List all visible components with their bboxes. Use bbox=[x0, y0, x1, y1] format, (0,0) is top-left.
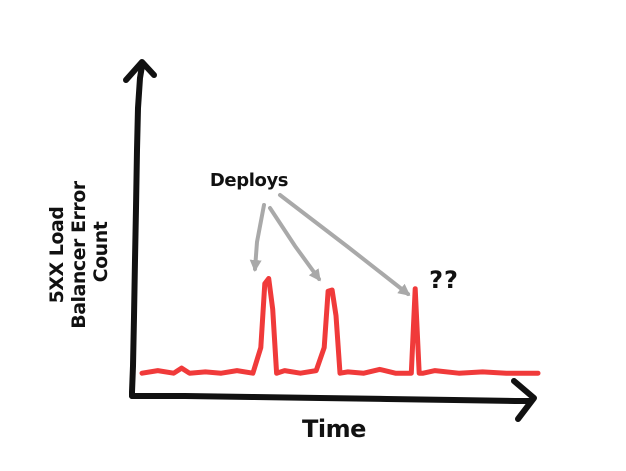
data-point bbox=[505, 372, 507, 374]
x-axis bbox=[129, 393, 533, 404]
annotations-layer: Deploys ?? bbox=[210, 170, 459, 296]
y-axis bbox=[129, 63, 145, 399]
y-axis-title: 5XX Load Balancer Error Count bbox=[46, 175, 112, 329]
data-point bbox=[276, 372, 278, 374]
unknown-spike-annotation: ?? bbox=[429, 266, 459, 294]
y-axis-title-line-1: 5XX Load bbox=[46, 207, 68, 304]
data-point bbox=[268, 278, 270, 279]
data-point bbox=[260, 347, 262, 349]
data-point bbox=[157, 370, 159, 372]
data-point bbox=[394, 372, 396, 374]
data-point bbox=[458, 372, 460, 374]
data-point bbox=[363, 372, 365, 374]
axis-labels: 5XX Load Balancer Error Count Time bbox=[46, 175, 367, 443]
data-point bbox=[323, 347, 325, 349]
data-point bbox=[252, 372, 254, 374]
data-point bbox=[379, 368, 381, 370]
data-point bbox=[272, 308, 274, 310]
y-axis-title-line-3: Count bbox=[90, 221, 112, 282]
data-point bbox=[434, 370, 436, 372]
deploy-arrow bbox=[249, 203, 266, 272]
deploy-arrow bbox=[268, 206, 321, 282]
data-point bbox=[335, 315, 337, 317]
x-axis-title: Time bbox=[302, 415, 366, 443]
data-point bbox=[327, 290, 329, 292]
data-point bbox=[264, 283, 266, 285]
data-point bbox=[204, 371, 206, 373]
data-point bbox=[418, 372, 420, 374]
data-point bbox=[315, 370, 317, 372]
x-axis-arrowhead bbox=[511, 378, 537, 422]
series-line bbox=[139, 276, 541, 376]
data-point bbox=[331, 289, 333, 291]
data-point bbox=[189, 372, 190, 374]
data-point bbox=[284, 370, 286, 372]
data-point bbox=[236, 370, 238, 372]
data-point bbox=[299, 372, 301, 374]
y-axis-arrowhead bbox=[123, 59, 157, 83]
data-point bbox=[181, 367, 183, 369]
data-point bbox=[339, 372, 341, 374]
data-point bbox=[347, 371, 349, 373]
deploy-arrow bbox=[278, 193, 411, 296]
y-axis-title-line-2: Balancer Error bbox=[68, 180, 90, 329]
data-point bbox=[220, 372, 222, 374]
data-point bbox=[482, 371, 484, 373]
axes bbox=[123, 59, 537, 422]
data-point bbox=[414, 288, 416, 290]
deploys-annotation: Deploys bbox=[210, 170, 288, 191]
series-layer bbox=[139, 276, 541, 376]
data-point bbox=[537, 372, 539, 374]
data-point bbox=[410, 372, 412, 374]
data-point bbox=[422, 372, 424, 374]
data-point bbox=[141, 372, 143, 374]
data-point bbox=[173, 372, 175, 374]
